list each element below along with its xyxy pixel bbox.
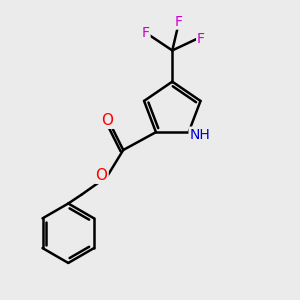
Text: F: F (142, 26, 149, 40)
Text: O: O (101, 113, 113, 128)
Text: F: F (197, 32, 205, 46)
Text: F: F (174, 15, 182, 28)
Text: O: O (96, 168, 108, 183)
Text: NH: NH (190, 128, 210, 142)
